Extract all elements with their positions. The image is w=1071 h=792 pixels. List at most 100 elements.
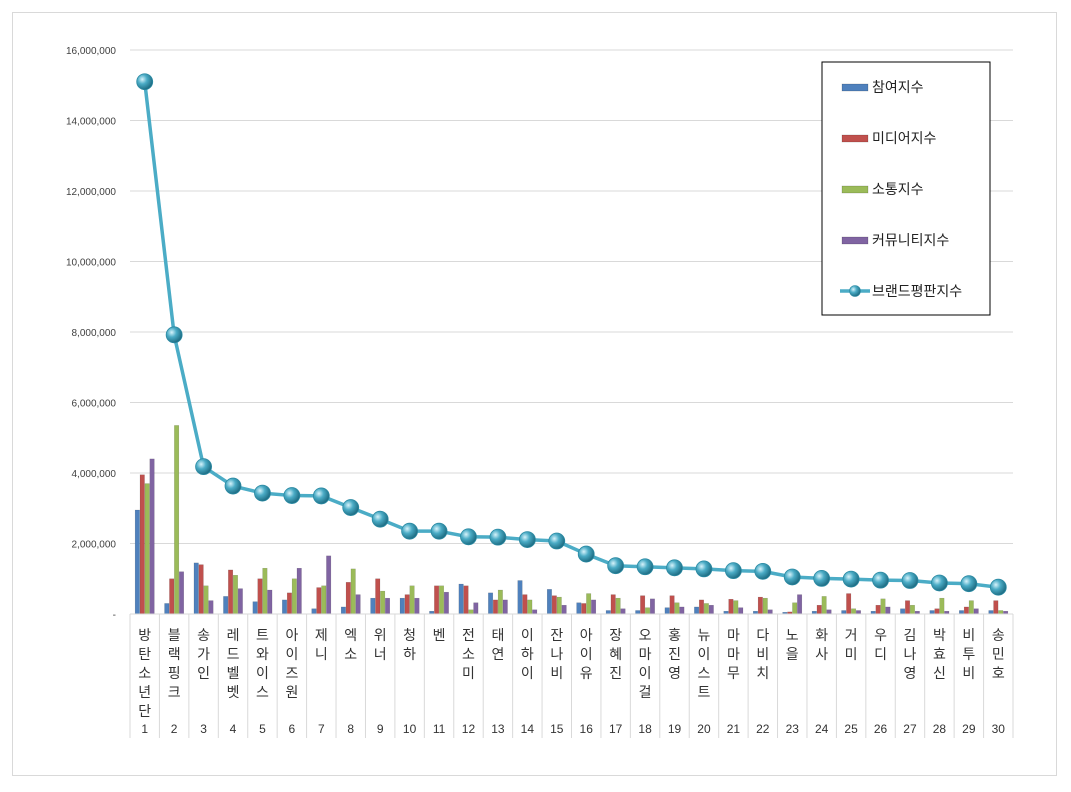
bar-미디어지수	[551, 595, 557, 615]
bar-커뮤니티지수	[237, 588, 243, 615]
line-point	[577, 545, 595, 563]
x-rank-label: 22	[756, 722, 770, 736]
bar-참여지수	[929, 610, 935, 615]
bar-커뮤니티지수	[679, 606, 685, 615]
bar-참여지수	[546, 589, 552, 615]
bar-커뮤니티지수	[885, 606, 891, 615]
bar-커뮤니티지수	[326, 555, 332, 615]
bar-미디어지수	[934, 608, 940, 615]
bar-소통지수	[174, 425, 180, 615]
bar-커뮤니티지수	[473, 602, 479, 615]
bar-소통지수	[821, 596, 827, 615]
bar-참여지수	[576, 602, 582, 615]
bar-미디어지수	[286, 592, 292, 615]
bar-소통지수	[851, 608, 857, 615]
bar-소통지수	[733, 600, 739, 615]
x-rank-label: 17	[609, 722, 623, 736]
y-axis: - 2,000,000 4,000,000 6,000,000 8,000,000 10,…	[66, 46, 116, 621]
bar-소통지수	[527, 599, 533, 615]
y-tick-label: 2,000,000	[72, 540, 117, 551]
x-rank-label: 5	[259, 722, 266, 736]
x-rank-label: 6	[289, 722, 296, 736]
bar-소통지수	[674, 602, 680, 615]
bar-소통지수	[291, 578, 297, 615]
x-rank-label: 24	[815, 722, 829, 736]
bar-참여지수	[399, 597, 405, 615]
bar-소통지수	[262, 567, 268, 615]
line-point	[548, 532, 566, 550]
legend-label: 브랜드평판지수	[872, 284, 962, 300]
x-rank-label: 26	[874, 722, 888, 736]
line-point	[224, 477, 242, 495]
bar-소통지수	[615, 597, 621, 615]
bar-소통지수	[762, 597, 768, 615]
bar-미디어지수	[816, 604, 822, 615]
bar-소통지수	[233, 575, 238, 615]
y-tick-label: -	[113, 610, 116, 621]
bar-소통지수	[497, 589, 503, 615]
bar-커뮤니티지수	[208, 600, 214, 615]
bar-참여지수	[193, 562, 199, 615]
line-point	[136, 73, 154, 91]
bar-커뮤니티지수	[532, 609, 538, 615]
bar-커뮤니티지수	[296, 567, 302, 615]
x-rank-label: 29	[962, 722, 976, 736]
bar-커뮤니티지수	[385, 597, 390, 615]
bar-series	[134, 425, 1009, 615]
bar-소통지수	[439, 585, 444, 615]
bar-커뮤니티지수	[649, 598, 655, 615]
y-tick-label: 12,000,000	[66, 187, 116, 198]
line-point	[518, 531, 536, 549]
x-rank-label: 12	[462, 722, 476, 736]
bar-커뮤니티지수	[267, 589, 273, 615]
line-point	[842, 570, 860, 588]
legend-marker	[849, 285, 861, 297]
bar-커뮤니티지수	[561, 604, 567, 615]
bar-소통지수	[350, 568, 356, 615]
bar-커뮤니티지수	[708, 604, 714, 615]
y-tick-label: 16,000,000	[66, 46, 116, 57]
bar-미디어지수	[139, 474, 145, 615]
bar-소통지수	[144, 483, 150, 615]
bar-소통지수	[409, 585, 415, 615]
line-point	[989, 578, 1007, 596]
x-rank-label: 18	[638, 722, 652, 736]
legend-swatch	[841, 83, 869, 92]
bar-커뮤니티지수	[414, 597, 420, 615]
bar-미디어지수	[434, 585, 440, 615]
bar-미디어지수	[463, 585, 469, 615]
y-tick-label: 8,000,000	[72, 328, 117, 339]
bar-미디어지수	[669, 595, 675, 615]
x-rank-label: 9	[377, 722, 384, 736]
line-point	[960, 575, 978, 593]
bar-참여지수	[605, 610, 611, 615]
bar-소통지수	[880, 598, 886, 615]
bar-미디어지수	[757, 596, 763, 615]
bar-미디어지수	[846, 593, 852, 615]
bar-소통지수	[998, 610, 1004, 615]
x-rank-label: 8	[347, 722, 354, 736]
bar-소통지수	[968, 600, 974, 615]
bar-소통지수	[468, 609, 474, 615]
bar-커뮤니티지수	[443, 591, 449, 615]
x-rank-label: 27	[903, 722, 917, 736]
x-rank-label: 3	[200, 722, 207, 736]
x-rank-label: 20	[697, 722, 711, 736]
